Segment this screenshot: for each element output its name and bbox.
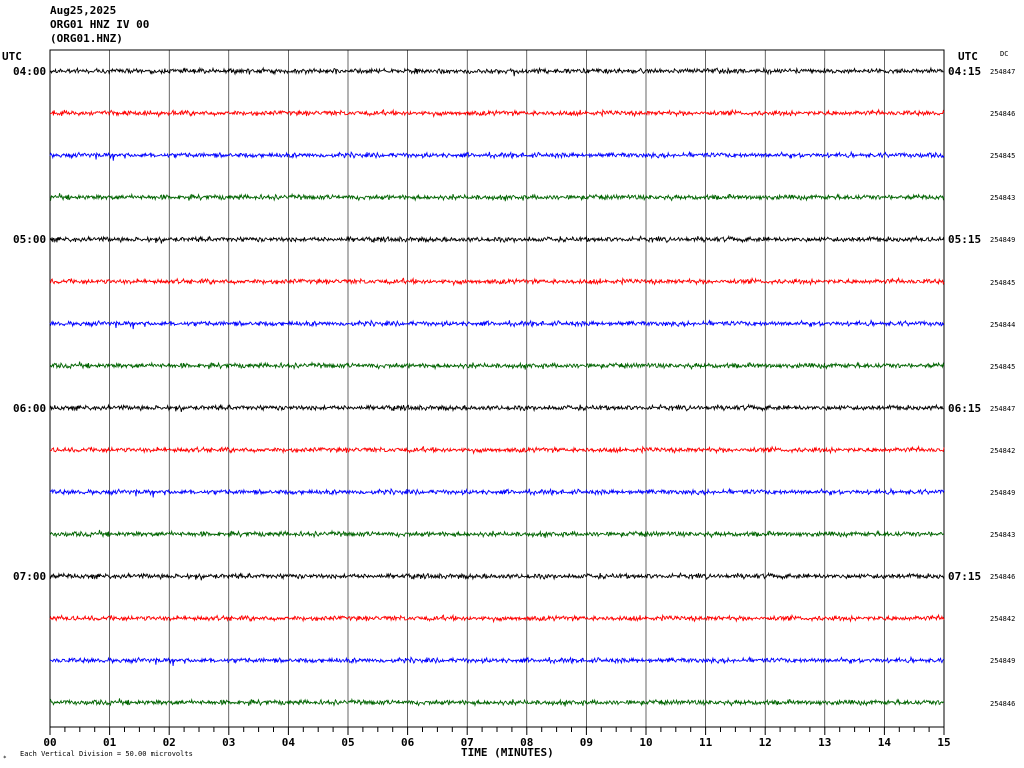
seismic-trace [49, 108, 945, 119]
hour-label-right: 07:15 [948, 570, 982, 584]
trace-dc-value: 254849 [990, 657, 1016, 666]
x-tick-label: 01 [102, 736, 117, 749]
seismic-trace [49, 613, 945, 624]
seismic-trace [49, 697, 945, 707]
trace-dc-value: 254842 [990, 446, 1016, 455]
seismic-trace [49, 361, 945, 371]
station-name: ORG01 HNZ IV 00 [50, 18, 150, 31]
right-utc-label: UTC [958, 50, 978, 63]
trace-dc-value: 254844 [990, 320, 1016, 329]
trace-dc-value: 254846 [990, 110, 1016, 119]
trace-dc-value: 254849 [990, 236, 1016, 245]
seismic-trace [49, 403, 944, 413]
x-tick-label: 03 [222, 736, 236, 749]
trace-dc-value: 254843 [990, 194, 1016, 203]
hour-label-left: 07:00 [13, 570, 47, 584]
trace-dc-value: 254847 [990, 404, 1016, 413]
footer-mark: * [3, 755, 7, 762]
x-tick-label: 12 [758, 736, 772, 749]
x-tick-label: 11 [698, 736, 713, 749]
trace-dc-value: 254845 [990, 152, 1016, 161]
seismic-trace [49, 571, 945, 581]
x-tick-label: 05 [341, 736, 355, 749]
seismic-trace [49, 318, 945, 330]
seismic-trace [49, 444, 945, 455]
trace-dc-value: 254845 [990, 278, 1016, 287]
seismic-trace [49, 529, 945, 539]
x-tick-label: 10 [639, 736, 653, 749]
hour-label-right: 06:15 [948, 401, 982, 415]
seismic-trace [49, 487, 945, 498]
trace-dc-value: 254843 [990, 531, 1016, 540]
hour-label-left: 06:00 [13, 401, 47, 415]
x-tick-label: 15 [937, 736, 951, 749]
left-utc-label: UTC [2, 50, 22, 63]
x-axis-label: TIME (MINUTES) [461, 746, 554, 759]
seismic-trace [49, 150, 945, 161]
x-tick-label: 00 [43, 736, 57, 749]
x-tick-label: 06 [400, 736, 415, 749]
x-tick-label: 02 [162, 736, 176, 749]
seismic-trace [49, 655, 945, 666]
x-tick-label: 14 [877, 736, 892, 749]
trace-dc-value: 254845 [990, 362, 1016, 371]
vertical-division-note: Each Vertical Division = 50.00 microvolt… [20, 750, 193, 758]
trace-dc-value: 254846 [990, 699, 1016, 708]
x-tick-label: 04 [281, 736, 296, 749]
seismic-trace [49, 192, 945, 202]
plot-date: Aug25,2025 [50, 4, 117, 17]
seismic-trace [49, 276, 945, 287]
trace-dc-value: 254849 [990, 489, 1016, 497]
hour-label-right: 04:15 [948, 65, 982, 78]
x-tick-label: 13 [818, 736, 832, 749]
dc-label: DC [1000, 50, 1009, 58]
hour-label-left: 04:00 [13, 65, 47, 78]
trace-dc-value: 254846 [990, 573, 1016, 582]
seismic-trace [49, 66, 945, 77]
station-code: (ORG01.HNZ) [50, 32, 123, 45]
x-tick-label: 08 [520, 736, 534, 749]
seismic-trace [49, 234, 945, 244]
trace-dc-value: 254847 [990, 68, 1016, 76]
x-tick-label: 07 [460, 736, 474, 749]
plot-frame [49, 49, 945, 728]
hour-label-left: 05:00 [13, 233, 47, 247]
trace-dc-value: 254842 [990, 615, 1016, 624]
hour-label-right: 05:15 [948, 233, 982, 247]
x-tick-label: 09 [579, 736, 594, 749]
